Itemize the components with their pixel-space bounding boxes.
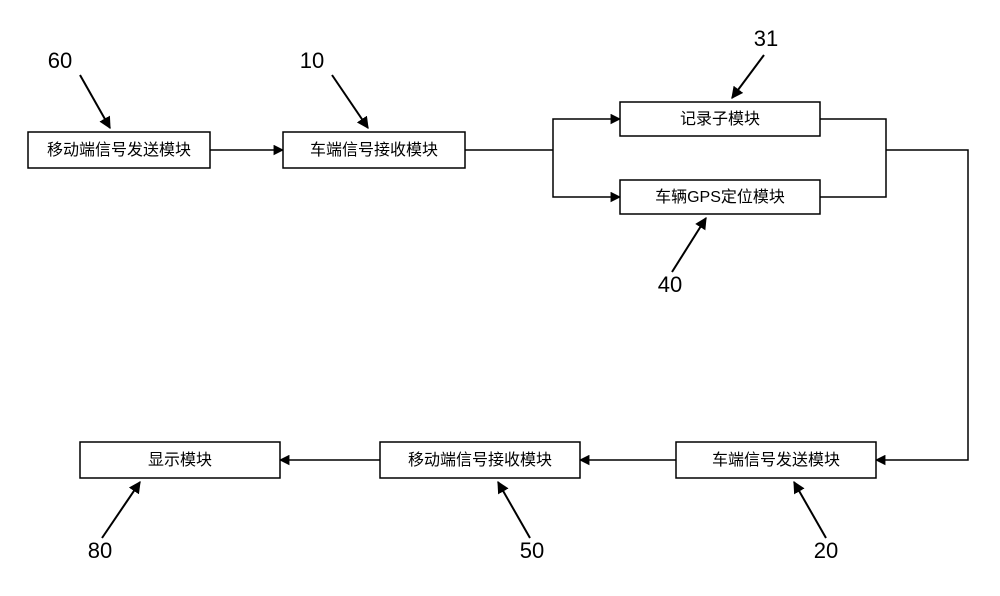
- ref-label-60: 60: [48, 48, 110, 128]
- ref-leader: [794, 482, 826, 538]
- node-n10: 车端信号接收模块: [283, 132, 465, 168]
- ref-number: 20: [814, 538, 838, 563]
- node-n31: 记录子模块: [620, 102, 820, 136]
- edges-layer: [210, 119, 968, 460]
- ref-leader: [80, 75, 110, 128]
- ref-leader: [332, 75, 368, 128]
- ref-label-20: 20: [794, 482, 838, 563]
- edge-split-n40: [553, 150, 620, 197]
- node-n20: 车端信号发送模块: [676, 442, 876, 478]
- ref-number: 80: [88, 538, 112, 563]
- ref-number: 10: [300, 48, 324, 73]
- edge-n40-merge: [820, 150, 886, 197]
- node-n60: 移动端信号发送模块: [28, 132, 210, 168]
- flowchart-diagram: 移动端信号发送模块 车端信号接收模块 记录子模块车辆GPS定位模块车端信号发送模块 移…: [0, 0, 1000, 596]
- ref-label-10: 10: [300, 48, 368, 128]
- ref-leader: [732, 55, 764, 98]
- node-label: 车端信号接收模块: [310, 141, 438, 159]
- ref-leader: [102, 482, 140, 538]
- edge-merge-n20: [876, 150, 968, 460]
- ref-leader: [672, 218, 706, 272]
- ref-number: 40: [658, 272, 682, 297]
- ref-label-80: 80: [88, 482, 140, 563]
- ref-leader: [498, 482, 530, 538]
- node-label: 车端信号发送模块: [712, 451, 840, 469]
- node-label: 移动端信号接收模块: [408, 451, 552, 469]
- node-n50: 移动端信号接收模块: [380, 442, 580, 478]
- nodes-layer: 移动端信号发送模块 车端信号接收模块 记录子模块车辆GPS定位模块车端信号发送模块 移…: [28, 102, 876, 478]
- ref-label-31: 31: [732, 26, 778, 98]
- node-label: 显示模块: [148, 451, 212, 469]
- edge-n31-merge: [820, 119, 886, 150]
- node-label: 车辆GPS定位模块: [655, 188, 785, 206]
- node-n80: 显示模块: [80, 442, 280, 478]
- node-n40: 车辆GPS定位模块: [620, 180, 820, 214]
- node-label: 记录子模块: [680, 110, 760, 128]
- ref-label-40: 40: [658, 218, 706, 297]
- ref-label-50: 50: [498, 482, 544, 563]
- ref-number: 50: [520, 538, 544, 563]
- ref-number: 31: [754, 26, 778, 51]
- node-label: 移动端信号发送模块: [47, 141, 191, 159]
- edge-split-n31: [553, 119, 620, 150]
- ref-number: 60: [48, 48, 72, 73]
